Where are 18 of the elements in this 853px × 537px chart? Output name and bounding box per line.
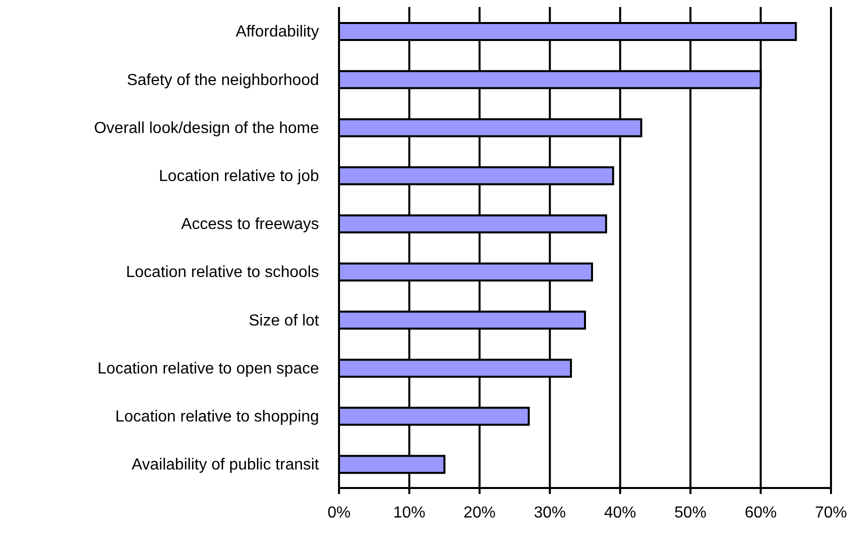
y-tick-label: Availability of public transit bbox=[132, 456, 320, 474]
x-tick-label: 60% bbox=[744, 504, 777, 522]
x-tick-label: 30% bbox=[534, 504, 566, 522]
y-tick-label: Size of lot bbox=[248, 312, 320, 330]
y-tick-label: Location relative to open space bbox=[98, 360, 320, 378]
x-tick-label: 50% bbox=[674, 504, 706, 522]
y-tick-label: Location relative to shopping bbox=[115, 408, 319, 426]
y-tick-label: Access to freeways bbox=[181, 216, 319, 234]
y-tick-label: Location relative to schools bbox=[126, 264, 319, 282]
x-tick-label: 0% bbox=[327, 504, 351, 522]
y-tick-label: Overall look/design of the home bbox=[94, 120, 320, 137]
y-tick-label: Location relative to job bbox=[158, 168, 320, 186]
x-tick-label: 20% bbox=[464, 504, 496, 522]
x-tick-label: 70% bbox=[814, 504, 848, 522]
y-tick-label: Affordability bbox=[236, 24, 319, 41]
y-tick-label: Safety of the neighborhood bbox=[126, 72, 319, 89]
x-tick-label: 40% bbox=[604, 504, 636, 522]
x-tick-label: 10% bbox=[393, 504, 426, 522]
